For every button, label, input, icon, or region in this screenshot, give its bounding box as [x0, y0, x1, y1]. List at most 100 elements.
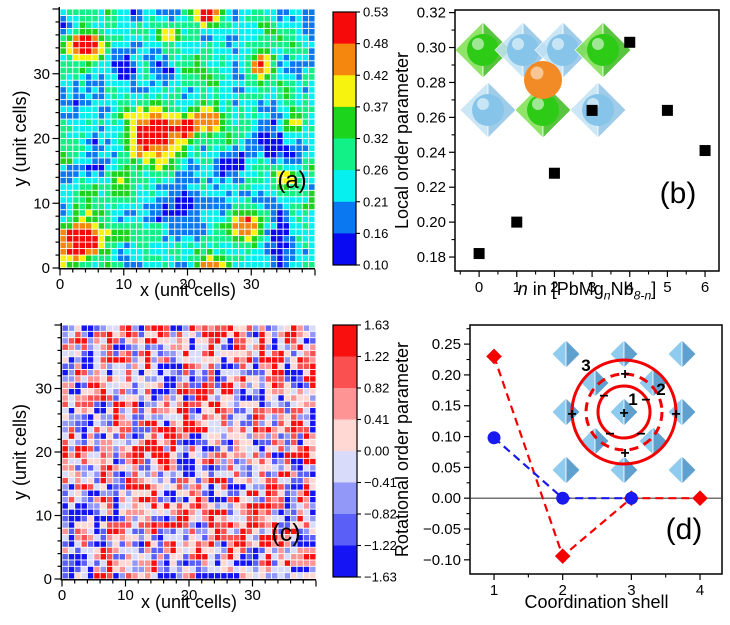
data-point-diamond	[692, 490, 708, 506]
svg-text:−: −	[636, 426, 645, 443]
svg-text:0.20: 0.20	[432, 367, 461, 384]
coordination-shell-inset: +− −− −+++ + 123	[551, 340, 697, 485]
svg-text:0.22: 0.22	[417, 179, 446, 196]
svg-text:0: 0	[56, 276, 64, 293]
colorbar-c: 1.631.220.820.410.00−0.41−0.82−1.22−1.63	[332, 318, 397, 585]
data-point-square	[548, 167, 560, 179]
svg-text:20: 20	[33, 131, 50, 148]
svg-text:2: 2	[656, 380, 665, 399]
panel-a-ylabel: y (unit cells)	[10, 90, 30, 187]
svg-text:30: 30	[33, 66, 50, 83]
panel-c-xlabel: x (unit cells)	[140, 592, 238, 612]
svg-text:0.18: 0.18	[417, 249, 446, 266]
svg-text:−: −	[605, 426, 614, 443]
panel-c-ylabel: y (unit cells)	[10, 403, 30, 501]
blue-cation-sphere	[472, 94, 504, 126]
blue-cation-sphere	[507, 34, 539, 66]
svg-text:−0.05: −0.05	[423, 521, 461, 538]
svg-text:+: +	[671, 406, 680, 423]
svg-text:0: 0	[44, 571, 52, 588]
svg-text:0.10: 0.10	[363, 258, 388, 273]
svg-text:0.37: 0.37	[363, 99, 388, 114]
svg-text:0.32: 0.32	[363, 131, 388, 146]
svg-text:0.42: 0.42	[363, 68, 388, 83]
svg-text:+: +	[620, 366, 629, 383]
data-point-circle	[624, 491, 638, 505]
svg-text:0.00: 0.00	[364, 444, 389, 459]
svg-text:0: 0	[58, 587, 66, 604]
data-point-diamond	[623, 490, 640, 506]
perovskite-inset	[455, 21, 632, 139]
panel-d-xlabel: Coordination shell	[524, 592, 669, 612]
green-cation-sphere	[587, 34, 619, 66]
svg-text:0.24: 0.24	[417, 144, 446, 161]
panel-a-tag: (a)	[277, 167, 307, 194]
data-point-square	[473, 248, 485, 260]
panel-b-tag: (b)	[659, 177, 697, 210]
svg-text:0.28: 0.28	[417, 74, 446, 91]
svg-text:0.20: 0.20	[417, 214, 446, 231]
svg-text:0.21: 0.21	[363, 194, 388, 209]
panel-b-xlabel: n in [PbMgnNb8-n]	[462, 279, 712, 305]
svg-text:−: −	[641, 392, 650, 409]
svg-text:3: 3	[581, 356, 590, 375]
heatmap-c-plot	[62, 325, 316, 579]
svg-text:+: +	[620, 445, 629, 462]
svg-text:0.82: 0.82	[364, 381, 389, 396]
panel-d-ylabel: Rotational order parameter	[392, 341, 412, 558]
xlabel-part: 8-n	[633, 288, 652, 303]
svg-text:30: 30	[35, 381, 52, 398]
data-point-square	[511, 216, 523, 228]
svg-text:0.00: 0.00	[432, 490, 461, 507]
xlabel-part: n	[517, 279, 528, 299]
xlabel-part: ]	[651, 279, 657, 299]
svg-text:1: 1	[628, 390, 637, 409]
panel-b-ylabel: Local order parameter	[392, 51, 412, 230]
svg-text:0.32: 0.32	[417, 5, 446, 22]
blue-cation-sphere	[582, 94, 614, 126]
colorbar-a: 0.53 0.48 0.42 0.37 0.32 0.26 0.21 0.16 0.10	[332, 5, 388, 273]
blue-octahedron	[551, 455, 581, 485]
svg-text:0.41: 0.41	[364, 412, 389, 427]
heatmap-a-plot	[60, 9, 315, 268]
data-point-diamond	[554, 548, 571, 564]
svg-text:0.15: 0.15	[432, 398, 461, 415]
xlabel-part: Nb	[610, 279, 634, 299]
svg-text:10: 10	[33, 195, 50, 212]
perovskite-octahedra	[455, 21, 632, 139]
svg-text:0.16: 0.16	[363, 226, 388, 241]
blue-octahedron	[551, 340, 581, 369]
svg-text:1.22: 1.22	[364, 349, 389, 364]
svg-text:0.26: 0.26	[417, 109, 446, 126]
data-point-diamond	[486, 348, 502, 365]
data-point-square	[699, 145, 711, 157]
xlabel-part: in [PbMg	[527, 279, 604, 299]
data-point-square	[661, 104, 673, 116]
blue-octahedron	[667, 455, 697, 485]
xlabel-part: n	[603, 288, 611, 303]
svg-text:0.53: 0.53	[363, 5, 388, 20]
svg-text:0.05: 0.05	[432, 459, 461, 476]
svg-text:+: +	[619, 405, 628, 422]
panel-a-xlabel: x (unit cells)	[139, 280, 237, 300]
svg-text:0.30: 0.30	[417, 40, 446, 57]
svg-text:0.48: 0.48	[363, 36, 388, 51]
svg-text:0.25: 0.25	[432, 336, 461, 353]
panel-d-tag: (d)	[665, 513, 703, 546]
svg-text:0.10: 0.10	[432, 429, 461, 446]
blue-cation-sphere	[547, 34, 579, 66]
panel-c-tag: (c)	[271, 519, 301, 547]
svg-text:+: +	[567, 406, 576, 423]
blue-octahedron	[609, 340, 639, 369]
svg-text:10: 10	[35, 508, 52, 525]
svg-text:20: 20	[35, 444, 52, 461]
data-point-circle	[487, 431, 501, 445]
svg-text:−0.10: −0.10	[423, 552, 461, 569]
svg-text:1.63: 1.63	[364, 318, 389, 333]
blue-octahedron	[667, 340, 697, 369]
svg-text:0.26: 0.26	[363, 163, 388, 178]
green-cation-sphere	[467, 34, 499, 66]
data-point-circle	[556, 491, 570, 505]
svg-text:0: 0	[42, 260, 50, 277]
